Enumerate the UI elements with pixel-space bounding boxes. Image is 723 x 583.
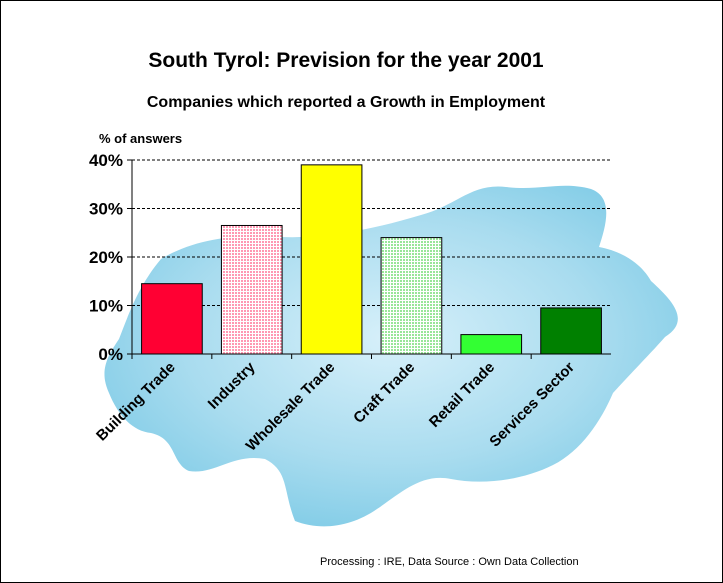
bar-industry bbox=[220, 224, 283, 355]
y-tick-label: 40% bbox=[89, 151, 123, 170]
y-tick-label: 30% bbox=[89, 200, 123, 219]
bars bbox=[141, 164, 602, 355]
chart-subtitle: Companies which reported a Growth in Emp… bbox=[147, 94, 546, 111]
bar-building-trade bbox=[141, 283, 203, 355]
bar-wholesale-trade bbox=[300, 164, 363, 355]
y-tick-label: 0% bbox=[98, 345, 123, 364]
source-note: Processing : IRE, Data Source : Own Data… bbox=[320, 556, 579, 568]
y-axis-label: % of answers bbox=[99, 131, 182, 146]
y-tick-label: 10% bbox=[89, 297, 123, 316]
axes bbox=[127, 159, 611, 359]
y-tick-labels: 0% 10% 20% 30% 40% bbox=[89, 151, 123, 364]
background-map bbox=[104, 185, 678, 527]
chart-title: South Tyrol: Prevision for the year 2001 bbox=[148, 49, 544, 72]
bar-services-sector bbox=[540, 307, 602, 355]
y-tick-label: 20% bbox=[89, 248, 123, 267]
bar-retail-trade bbox=[460, 334, 523, 355]
bar-craft-trade bbox=[380, 237, 443, 355]
